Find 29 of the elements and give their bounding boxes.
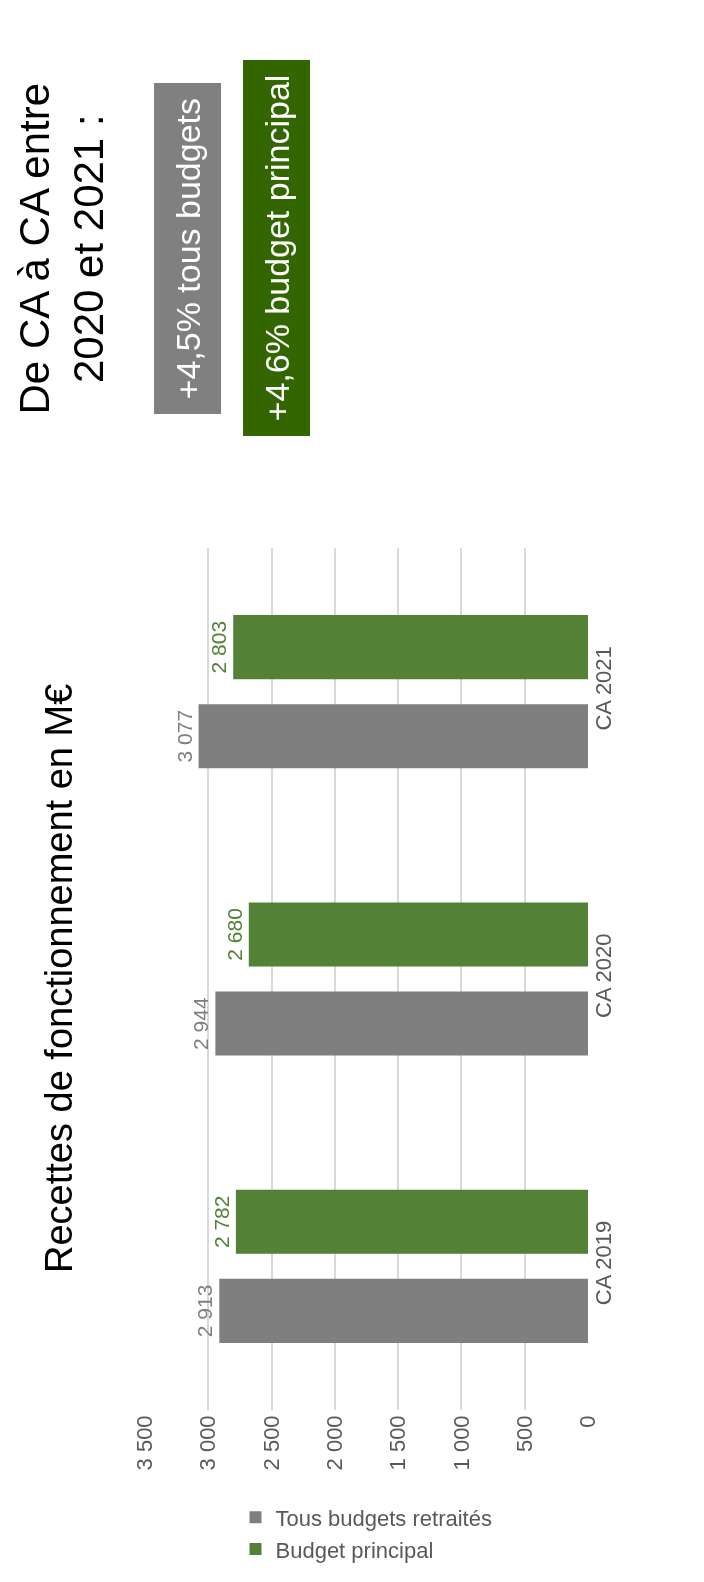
text: Recettes de fonctionnement en M€ bbox=[38, 683, 80, 1273]
legend-label: Budget principal bbox=[275, 1537, 434, 1563]
bar bbox=[233, 615, 588, 680]
x-tick-label: 3 500 bbox=[132, 1415, 158, 1471]
y-tick-label: CA 2020 bbox=[591, 933, 616, 1018]
text: De CA à CA entre 2020 et 2021 : bbox=[10, 82, 113, 415]
bar bbox=[248, 902, 588, 967]
data-label: 2 803 bbox=[207, 620, 231, 674]
bar bbox=[198, 704, 588, 769]
x-tick-label: 2 500 bbox=[258, 1415, 284, 1471]
x-tick-label: 1 000 bbox=[448, 1415, 474, 1471]
data-label: 2 913 bbox=[193, 1284, 217, 1338]
text: +4,6% budget principal bbox=[257, 74, 296, 422]
data-label: 2 944 bbox=[189, 997, 213, 1050]
x-tick-label: 2 000 bbox=[322, 1415, 348, 1471]
x-tick-label: 0 bbox=[575, 1415, 601, 1428]
data-label: 2 680 bbox=[222, 908, 246, 961]
bar bbox=[235, 1189, 588, 1254]
data-label: 2 782 bbox=[209, 1195, 233, 1249]
bar bbox=[215, 991, 588, 1056]
text: +4,5% tous budgets bbox=[168, 97, 207, 400]
x-tick-label: 500 bbox=[511, 1415, 537, 1453]
y-tick-label: CA 2019 bbox=[591, 1220, 616, 1306]
data-label: 3 077 bbox=[172, 709, 196, 763]
y-tick-label: CA 2021 bbox=[591, 646, 616, 731]
legend-label: Tous budgets retraités bbox=[275, 1505, 492, 1531]
x-tick-label: 3 000 bbox=[195, 1415, 221, 1471]
x-tick-label: 1 500 bbox=[385, 1415, 411, 1471]
bar bbox=[219, 1278, 588, 1343]
